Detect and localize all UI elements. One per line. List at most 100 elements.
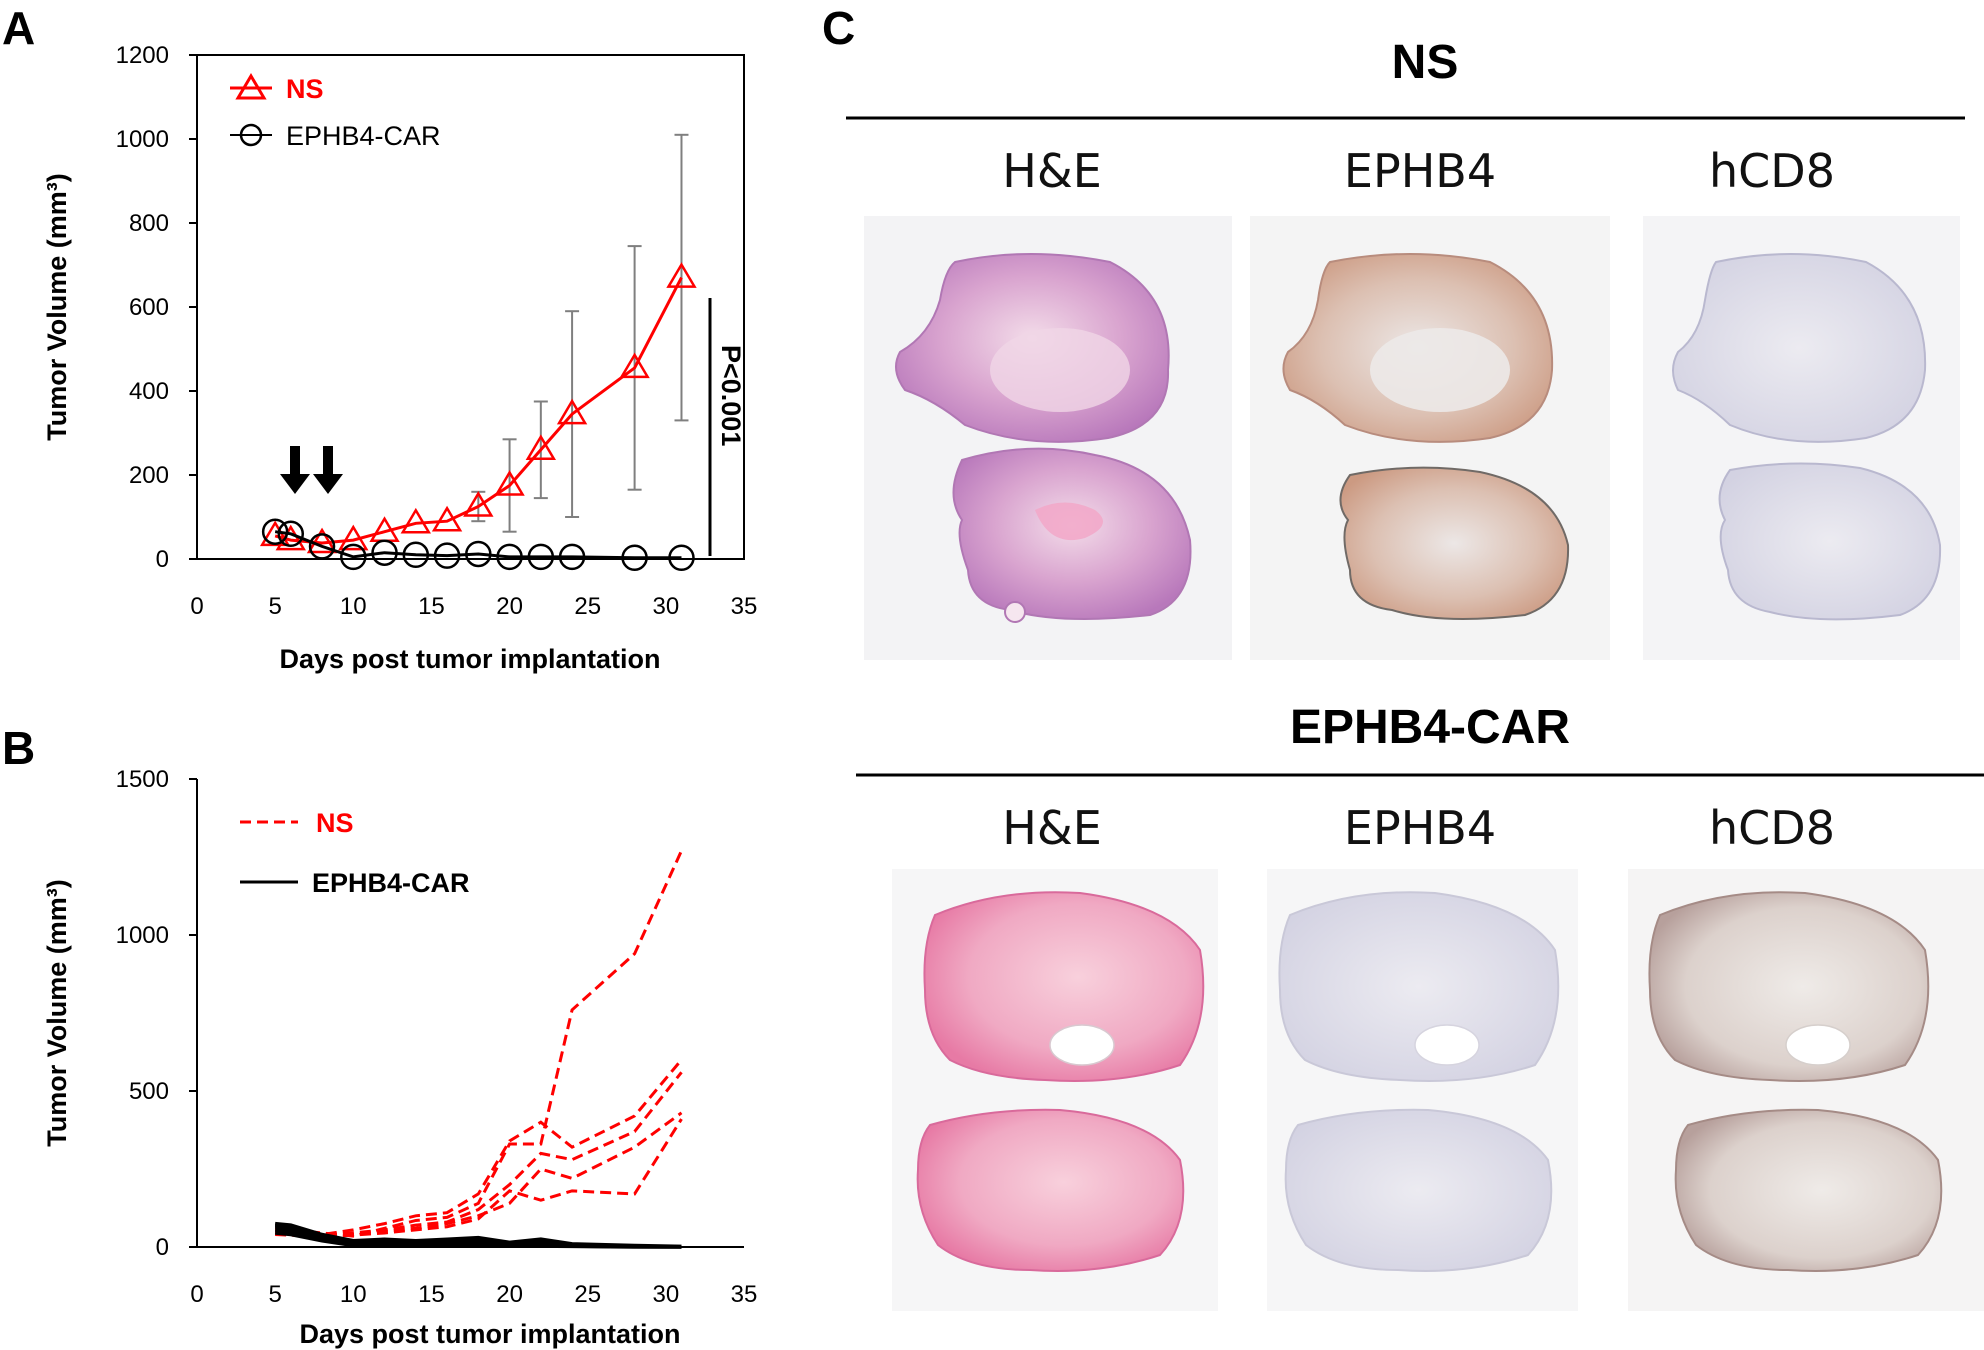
column-heading: H&E [1002,144,1102,198]
chart-a-legend: NS EPHB4-CAR [230,73,441,151]
series-line-car [274,530,682,560]
legend-car-label: EPHB4-CAR [286,121,441,151]
histology-car-hcd8-image [1628,869,1984,1311]
down-arrow-icon [280,446,310,494]
chart-a: 0 200 400 600 800 1000 1200 0 5 10 15 20 25 30 35 Tum… [42,42,757,674]
data-point-car [465,540,492,568]
histology-ns-he-image [864,216,1232,660]
chart-b-ns-curves [274,850,683,1239]
data-point-car [261,518,289,545]
data-point-ns [619,352,650,379]
data-point-car [371,539,398,566]
x-tick-label: 0 [190,593,203,620]
chart-b-x-ticks: 0 5 10 15 20 25 30 35 [190,1281,757,1308]
data-point-ns [431,505,463,532]
x-tick-label: 15 [418,593,445,620]
y-tick-label: 1500 [116,766,169,793]
x-tick-label: 25 [574,593,601,620]
column-heading: hCD8 [1709,144,1835,198]
data-point-ns [556,398,588,425]
y-tick-label: 1200 [116,42,169,69]
car-individual-curve [274,1231,682,1249]
x-tick-label: 20 [496,593,523,620]
x-tick-label: 10 [340,593,367,620]
panel-letter-c: C [822,2,855,54]
chart-b: 0 500 1000 1500 0 5 10 15 20 25 30 35 Tumor Volume… [42,766,757,1349]
histology-panel: NS H&E EPHB4 hCD8 EPHB4-CAR [846,36,1984,1311]
data-point-ns [494,470,525,496]
data-point-ns [400,507,431,534]
data-point-ns [306,527,338,554]
y-tick-label: 400 [129,378,169,405]
data-point-car [308,533,336,560]
x-tick-label: 20 [496,1281,523,1308]
column-heading: hCD8 [1709,801,1835,855]
chart-a-x-ticks: 0 5 10 15 20 25 30 35 [190,593,757,620]
x-tick-label: 5 [268,593,281,620]
circle-marker-icon [239,123,263,147]
x-tick-label: 15 [418,1281,445,1308]
chart-b-y-ticks: 0 500 1000 1500 [116,766,197,1261]
ns-individual-curve [274,1058,683,1237]
data-point-car [621,544,648,571]
y-tick-label: 800 [129,210,169,237]
y-tick-label: 0 [156,1234,169,1261]
chart-a-ylabel: Tumor Volume (mm³) [42,173,72,441]
data-point-car [433,542,461,569]
chart-a-xlabel: Days post tumor implantation [279,644,660,674]
group-title-ns: NS [1392,36,1459,89]
y-tick-label: 1000 [116,126,169,153]
data-point-car [277,520,305,548]
data-point-car [527,543,555,571]
x-tick-label: 0 [190,1281,203,1308]
down-arrow-icon [313,446,343,494]
data-point-ns [463,491,494,517]
legend-car-label: EPHB4-CAR [312,868,470,898]
panel-letter-a: A [2,2,35,54]
y-tick-label: 1000 [116,922,169,949]
column-heading: H&E [1002,801,1102,855]
data-point-ns [525,434,557,461]
data-point-car [558,543,586,571]
x-tick-label: 10 [340,1281,367,1308]
y-tick-label: 0 [156,546,169,573]
chart-b-ylabel: Tumor Volume (mm³) [42,879,72,1147]
chart-a-series-car [261,518,695,571]
histology-ns-ephb4-image [1250,216,1610,660]
histology-car-he-image [892,869,1218,1311]
x-tick-label: 5 [268,1281,281,1308]
histology-car-ephb4-image [1267,869,1578,1311]
ns-individual-curve [275,1118,683,1239]
dose-arrows [280,446,343,494]
data-point-car [496,543,523,571]
ns-individual-curve [274,1111,683,1238]
chart-b-legend: NS EPHB4-CAR [240,808,470,898]
y-tick-label: 500 [129,1078,169,1105]
data-point-car [340,543,367,571]
x-tick-label: 25 [574,1281,601,1308]
ns-individual-curve [274,1071,683,1237]
chart-b-xlabel: Days post tumor implantation [299,1319,680,1349]
x-tick-label: 30 [653,593,680,620]
data-point-car [668,544,695,571]
data-point-ns [666,262,697,288]
chart-b-car-curves [274,1221,682,1249]
series-line-ns [274,276,683,545]
legend-ns-label: NS [316,808,354,838]
chart-a-error-bars [471,133,689,533]
y-tick-label: 200 [129,462,169,489]
column-heading: EPHB4 [1344,144,1496,198]
chart-a-series-ns [259,262,697,554]
group-title-car: EPHB4-CAR [1290,701,1570,754]
chart-a-y-ticks: 0 200 400 600 800 1000 1200 [116,42,197,573]
triangle-marker-icon [235,73,267,100]
ns-individual-curve [274,850,683,1238]
x-tick-label: 35 [731,593,758,620]
panel-letter-b: B [2,722,35,774]
y-tick-label: 600 [129,294,169,321]
legend-ns-label: NS [286,74,324,104]
data-point-ns [338,524,369,551]
data-point-car [402,541,430,569]
